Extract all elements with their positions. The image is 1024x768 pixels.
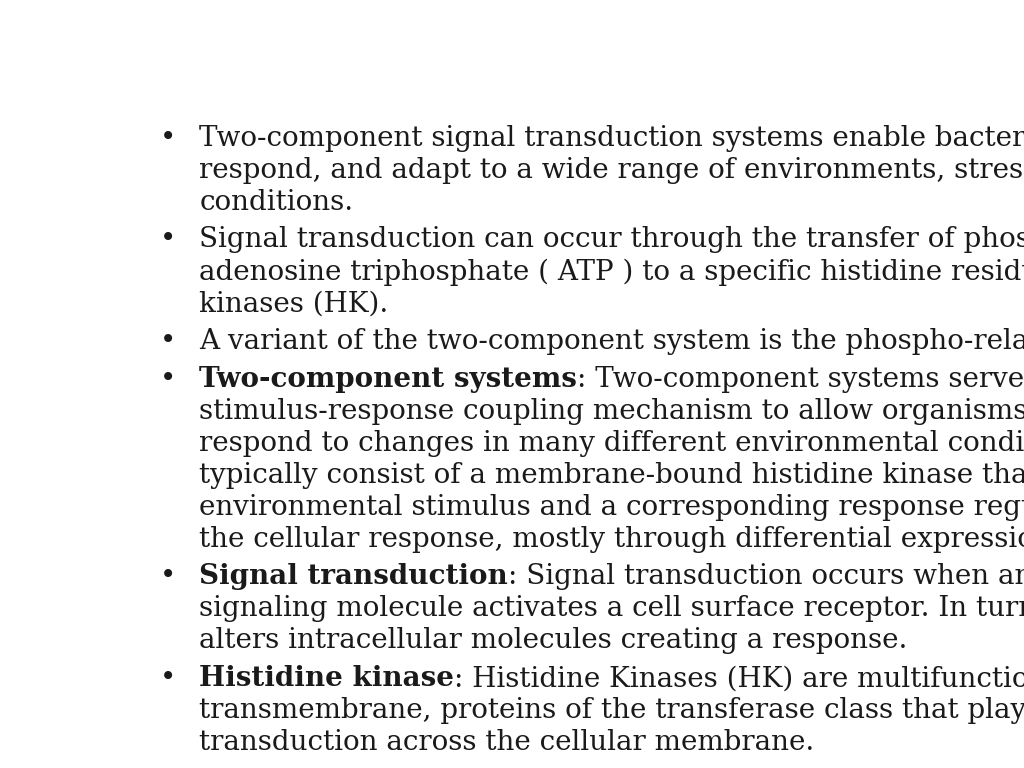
Text: •: • <box>160 564 176 591</box>
Text: : Two-component systems serve as a basic: : Two-component systems serve as a basic <box>578 366 1024 393</box>
Text: typically consist of a membrane-bound histidine kinase that senses a specific: typically consist of a membrane-bound hi… <box>200 462 1024 488</box>
Text: kinases (HK).: kinases (HK). <box>200 290 389 317</box>
Text: •: • <box>160 124 176 152</box>
Text: respond to changes in many different environmental conditions. They: respond to changes in many different env… <box>200 430 1024 457</box>
Text: •: • <box>160 328 176 355</box>
Text: Two-component systems: Two-component systems <box>200 366 578 393</box>
Text: Two-component signal transduction systems enable bacteria to sense,: Two-component signal transduction system… <box>200 124 1024 152</box>
Text: signaling molecule activates a cell surface receptor. In turn, this receptor: signaling molecule activates a cell surf… <box>200 595 1024 622</box>
Text: adenosine triphosphate ( ATP ) to a specific histidine residue in the histidine: adenosine triphosphate ( ATP ) to a spec… <box>200 258 1024 286</box>
Text: : Histidine Kinases (HK) are multifunctional, typically: : Histidine Kinases (HK) are multifuncti… <box>455 665 1024 693</box>
Text: Signal transduction can occur through the transfer of phosphoryl groups from: Signal transduction can occur through th… <box>200 227 1024 253</box>
Text: •: • <box>160 227 176 253</box>
Text: •: • <box>160 366 176 393</box>
Text: •: • <box>160 665 176 692</box>
Text: A variant of the two-component system is the phospho-relay system.: A variant of the two-component system is… <box>200 328 1024 355</box>
Text: the cellular response, mostly through differential expression of target genes.: the cellular response, mostly through di… <box>200 525 1024 553</box>
Text: respond, and adapt to a wide range of environments, stressors, and growth: respond, and adapt to a wide range of en… <box>200 157 1024 184</box>
Text: transduction across the cellular membrane.: transduction across the cellular membran… <box>200 729 815 756</box>
Text: stimulus-response coupling mechanism to allow organisms to sense and: stimulus-response coupling mechanism to … <box>200 398 1024 425</box>
Text: transmembrane, proteins of the transferase class that play a role in signal: transmembrane, proteins of the transfera… <box>200 697 1024 724</box>
Text: Histidine kinase: Histidine kinase <box>200 665 455 692</box>
Text: Signal transduction: Signal transduction <box>200 564 508 591</box>
Text: environmental stimulus and a corresponding response regulator that mediates: environmental stimulus and a correspondi… <box>200 494 1024 521</box>
Text: alters intracellular molecules creating a response.: alters intracellular molecules creating … <box>200 627 908 654</box>
Text: : Signal transduction occurs when an extracellular: : Signal transduction occurs when an ext… <box>508 564 1024 591</box>
Text: conditions.: conditions. <box>200 189 353 216</box>
